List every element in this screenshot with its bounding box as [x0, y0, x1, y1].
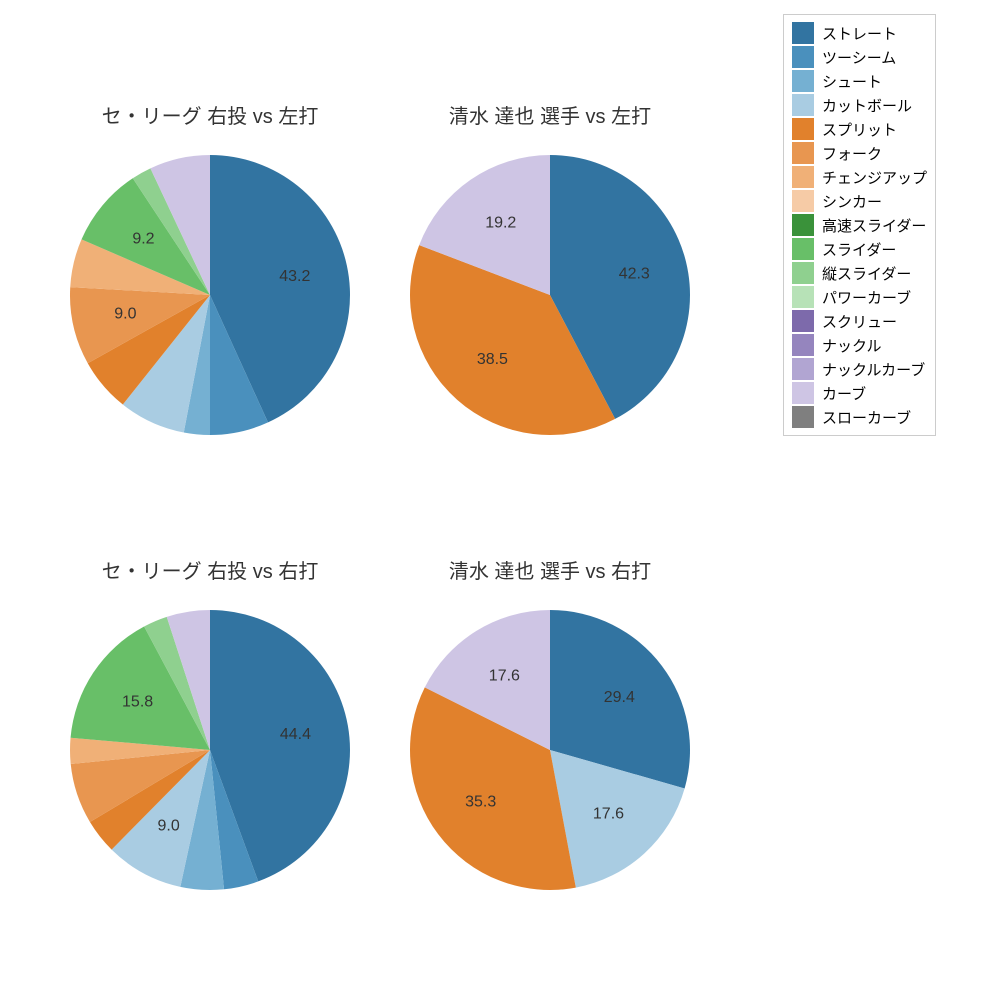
- chart-title-top-right: 清水 達也 選手 vs 左打: [400, 100, 700, 129]
- legend-swatch-knuckle: [792, 334, 814, 356]
- legend-label-changeup: チェンジアップ: [822, 167, 927, 188]
- pie-top-left: 43.2 9.0 9.2: [60, 145, 360, 445]
- pie-bottom-left: 44.4 9.0 15.8: [60, 600, 360, 900]
- legend-label-slow_curve: スローカーブ: [822, 407, 911, 428]
- legend-swatch-knuckle_curve: [792, 358, 814, 380]
- legend-label-fork: フォーク: [822, 143, 882, 164]
- legend-row-cutball: カットボール: [792, 93, 927, 117]
- legend-label-curve: カーブ: [822, 383, 866, 404]
- pie-slice-label-slider: 9.2: [132, 230, 154, 247]
- pie-slice-label-curve: 17.6: [489, 667, 520, 684]
- legend-label-vert_slider: 縦スライダー: [822, 263, 911, 284]
- legend-swatch-cutball: [792, 94, 814, 116]
- legend-swatch-curve: [792, 382, 814, 404]
- legend-swatch-fast_slider: [792, 214, 814, 236]
- legend-label-fast_slider: 高速スライダー: [822, 215, 926, 236]
- pie-slice-label-cutball: 9.0: [158, 818, 180, 835]
- legend-row-split: スプリット: [792, 117, 927, 141]
- chart-container: セ・リーグ 右投 vs 左打 清水 達也 選手 vs 左打セ・リーグ 右投 vs …: [0, 0, 1000, 1000]
- legend-label-knuckle: ナックル: [822, 335, 882, 356]
- legend: ストレートツーシームシュートカットボールスプリットフォークチェンジアップシンカー…: [783, 14, 936, 436]
- pie-slice-label-straight: 42.3: [619, 265, 650, 282]
- legend-label-slider: スライダー: [822, 239, 896, 260]
- pie-slice-label-straight: 29.4: [604, 689, 635, 706]
- legend-swatch-two_seam: [792, 46, 814, 68]
- legend-row-changeup: チェンジアップ: [792, 165, 927, 189]
- pie-slice-label-split: 38.5: [477, 351, 508, 368]
- legend-swatch-slider: [792, 238, 814, 260]
- chart-title-bottom-right: 清水 達也 選手 vs 右打: [400, 555, 700, 584]
- legend-swatch-fork: [792, 142, 814, 164]
- legend-row-two_seam: ツーシーム: [792, 45, 927, 69]
- pie-slice-label-straight: 44.4: [280, 726, 311, 743]
- legend-label-knuckle_curve: ナックルカーブ: [822, 359, 925, 380]
- legend-row-straight: ストレート: [792, 21, 927, 45]
- legend-label-power_curve: パワーカーブ: [822, 287, 911, 308]
- legend-swatch-sinker: [792, 190, 814, 212]
- legend-swatch-shoot: [792, 70, 814, 92]
- legend-swatch-changeup: [792, 166, 814, 188]
- legend-row-sinker: シンカー: [792, 189, 927, 213]
- legend-label-straight: ストレート: [822, 23, 897, 44]
- legend-swatch-vert_slider: [792, 262, 814, 284]
- legend-row-fast_slider: 高速スライダー: [792, 213, 927, 237]
- legend-swatch-screw: [792, 310, 814, 332]
- legend-label-two_seam: ツーシーム: [822, 47, 896, 68]
- pie-slice-label-straight: 43.2: [279, 268, 310, 285]
- chart-title-top-left: セ・リーグ 右投 vs 左打: [60, 100, 360, 129]
- legend-row-vert_slider: 縦スライダー: [792, 261, 927, 285]
- legend-label-cutball: カットボール: [822, 95, 912, 116]
- pie-top-right: 42.3 38.5 19.2: [400, 145, 700, 445]
- legend-row-slider: スライダー: [792, 237, 927, 261]
- legend-row-slow_curve: スローカーブ: [792, 405, 927, 429]
- legend-row-screw: スクリュー: [792, 309, 927, 333]
- pie-slice-label-curve: 19.2: [485, 215, 516, 232]
- legend-label-sinker: シンカー: [822, 191, 882, 212]
- pie-slice-label-split: 35.3: [465, 793, 496, 810]
- legend-swatch-slow_curve: [792, 406, 814, 428]
- legend-row-shoot: シュート: [792, 69, 927, 93]
- legend-row-power_curve: パワーカーブ: [792, 285, 927, 309]
- legend-label-split: スプリット: [822, 119, 897, 140]
- pie-slice-label-slider: 15.8: [122, 693, 153, 710]
- legend-label-shoot: シュート: [822, 71, 882, 92]
- legend-row-fork: フォーク: [792, 141, 927, 165]
- pie-slice-label-cutball: 17.6: [593, 805, 624, 822]
- legend-row-curve: カーブ: [792, 381, 927, 405]
- legend-label-screw: スクリュー: [822, 311, 897, 332]
- legend-swatch-power_curve: [792, 286, 814, 308]
- legend-row-knuckle_curve: ナックルカーブ: [792, 357, 927, 381]
- legend-swatch-split: [792, 118, 814, 140]
- pie-slice-label-fork: 9.0: [114, 306, 136, 323]
- pie-bottom-right: 29.4 17.6 35.3 17.6: [400, 600, 700, 900]
- legend-row-knuckle: ナックル: [792, 333, 927, 357]
- legend-swatch-straight: [792, 22, 814, 44]
- chart-title-bottom-left: セ・リーグ 右投 vs 右打: [60, 555, 360, 584]
